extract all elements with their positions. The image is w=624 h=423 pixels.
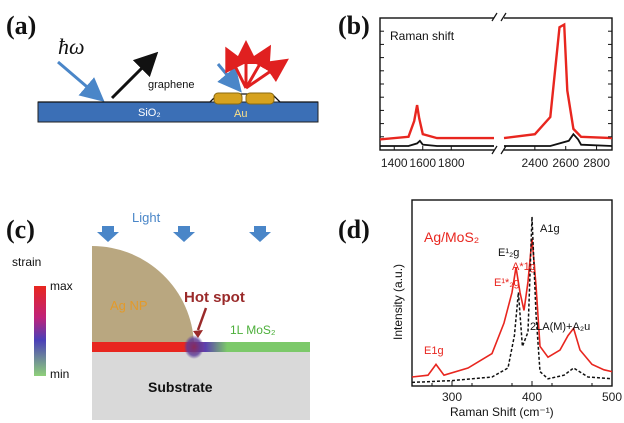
hbar-omega-label: ħω	[58, 34, 85, 59]
panel-c: (c) Light Substrate Ag NP Hot spot 1L Mo…	[6, 210, 310, 420]
substrate-block	[92, 350, 310, 420]
reflected-light-arrow	[110, 51, 159, 100]
peak-e1g-label: E1g	[424, 345, 444, 357]
axis-break-gap	[494, 14, 504, 154]
hot-spot-label: Hot spot	[184, 289, 245, 306]
light-arrow-icon	[97, 226, 119, 242]
x-tick-label: 1400	[381, 156, 408, 170]
series-line-1-seg0	[380, 139, 494, 147]
legend-ag-mos2: Ag/MoS₂	[424, 229, 479, 245]
y-axis-label: Intensity (a.u.)	[391, 264, 405, 340]
panel-b: (b) Raman shift 1400 1600 1800 2400 2600 2800	[338, 11, 613, 170]
panel-a-label: (a)	[6, 11, 36, 40]
plot-b-data: 1400 1600 1800 2400 2600 2800	[379, 22, 613, 170]
hot-spot-arrowhead	[193, 330, 203, 338]
peak-e2g-star-label: E¹*₂g	[494, 277, 520, 289]
x-tick-label: 500	[602, 390, 622, 404]
peak-a1g-star-label: A*1g	[512, 261, 536, 273]
x-axis-label: Raman Shift (cm⁻¹)	[450, 405, 554, 419]
mos2-label: 1L MoS₂	[230, 323, 276, 337]
axis-break-marks	[491, 12, 507, 155]
hot-spot-marker	[184, 335, 204, 359]
x-tick-label: 1800	[438, 156, 465, 170]
sio2-substrate	[37, 101, 319, 123]
au-label: Au	[234, 108, 247, 120]
series-line-0-seg0	[379, 104, 494, 141]
strain-label: strain	[12, 255, 41, 269]
light-arrow-icon	[173, 226, 195, 242]
panel-a: (a) ħω graphene SiO₂ Au	[6, 11, 319, 123]
peak-2la-label: 2LA(M)+A₂u	[530, 321, 590, 333]
au-particle-left	[213, 92, 243, 105]
light-label: Light	[132, 210, 161, 225]
plot-d-data: 300 400 500	[411, 216, 622, 404]
x-tick-label: 2400	[522, 156, 549, 170]
ag-nanoparticle	[92, 245, 194, 344]
x-tick-label: 2600	[552, 156, 579, 170]
x-tick-label: 1600	[409, 156, 436, 170]
peak-a1g-label: A1g	[540, 223, 560, 235]
panel-c-label: (c)	[6, 215, 35, 244]
plot-b-title: Raman shift	[390, 29, 455, 43]
sio2-label: SiO₂	[138, 107, 161, 119]
hot-spot-arrow	[196, 307, 208, 331]
peak-e2g-label: E¹₂g	[498, 247, 519, 259]
strain-colorbar	[34, 286, 46, 376]
panel-b-label: (b)	[338, 11, 370, 40]
x-tick-label: 400	[522, 390, 542, 404]
strain-max-label: max	[50, 279, 73, 293]
series-line-0-seg1	[503, 22, 613, 140]
x-tick-label: 300	[442, 390, 462, 404]
incident-au-arrow	[216, 63, 242, 93]
series-line-1	[411, 216, 613, 384]
graphene-layer	[38, 93, 318, 103]
series-line-1-seg1	[504, 132, 613, 147]
graphene-label: graphene	[148, 79, 195, 91]
panel-d-label: (d)	[338, 215, 370, 244]
light-arrows	[97, 226, 271, 242]
strain-min-label: min	[50, 367, 69, 381]
light-arrow-icon	[249, 226, 271, 242]
substrate-label: Substrate	[148, 379, 213, 395]
series-line-0	[411, 238, 613, 378]
ag-np-label: Ag NP	[110, 298, 148, 313]
scattered-red-arrows	[225, 40, 289, 90]
au-particle-right	[245, 92, 275, 105]
panel-d: (d) Ag/MoS₂ Intensity (a.u.) Raman Shift…	[338, 199, 622, 419]
x-tick-label: 2800	[583, 156, 610, 170]
incident-light-arrow	[57, 60, 105, 102]
